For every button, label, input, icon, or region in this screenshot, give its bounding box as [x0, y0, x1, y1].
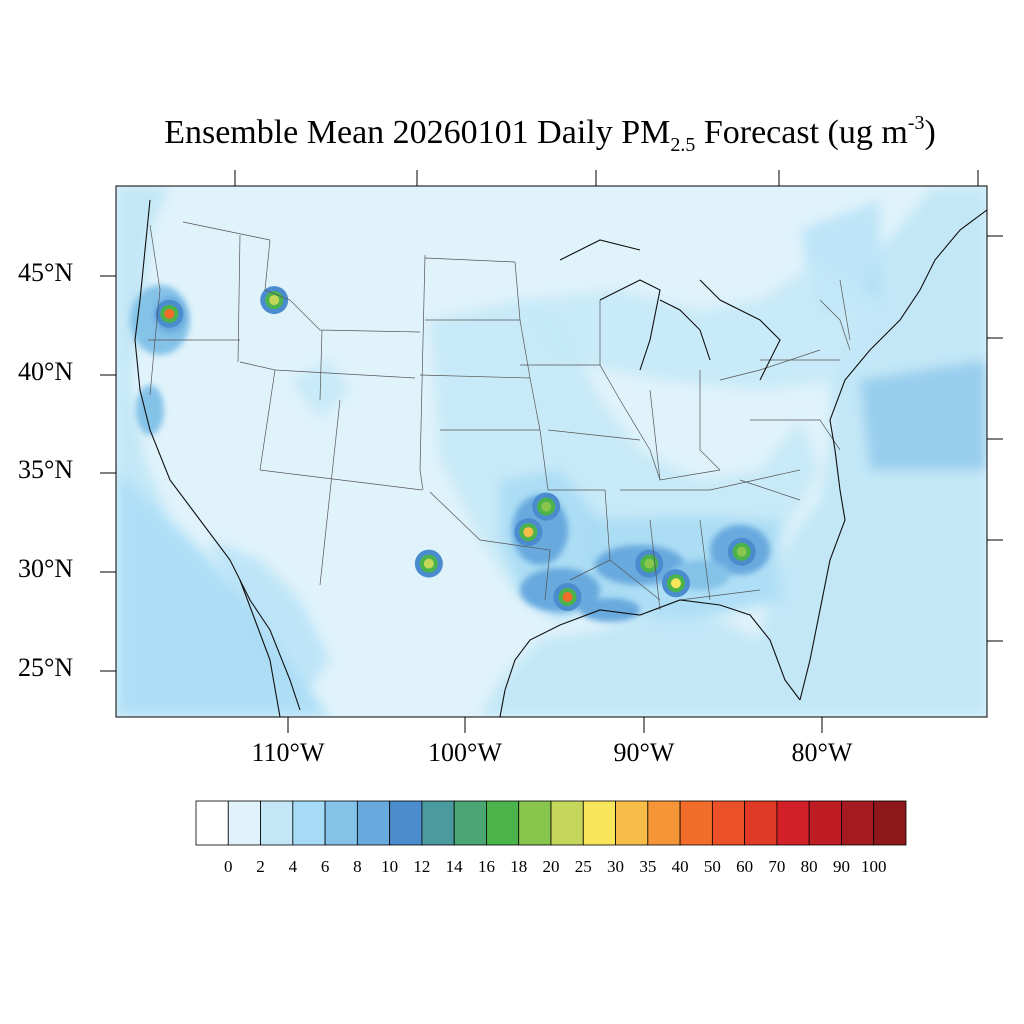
colorbar-label: 0 — [224, 857, 233, 876]
colorbar-label: 4 — [288, 857, 298, 876]
colorbar — [195, 800, 907, 846]
colorbar-label: 14 — [445, 857, 463, 876]
map-frame — [115, 185, 988, 718]
colorbar-box — [486, 800, 520, 846]
colorbar-box — [711, 800, 746, 846]
colorbar-box — [582, 800, 616, 846]
lat-label-25N: 25°N — [18, 653, 74, 682]
colorbar-label: 16 — [477, 857, 495, 876]
colorbar-label: 40 — [671, 857, 689, 876]
colorbar-box — [615, 800, 649, 846]
colorbar-box — [453, 800, 487, 846]
colorbar-label: 70 — [768, 857, 786, 876]
colorbar-box — [227, 800, 261, 846]
lat-label-40N: 40°N — [18, 357, 74, 386]
colorbar-label: 50 — [703, 857, 721, 876]
colorbar-box — [292, 800, 326, 846]
title-main: Ensemble Mean 20260101 Daily PM — [164, 114, 671, 151]
colorbar-label: 2 — [256, 857, 265, 876]
colorbar-box — [389, 800, 423, 846]
colorbar-label: 30 — [607, 857, 625, 876]
coastlines — [134, 199, 987, 717]
colorbar-label: 20 — [542, 857, 560, 876]
colorbar-label: 80 — [800, 857, 818, 876]
colorbar-label: 100 — [860, 857, 887, 876]
colorbar-box — [260, 800, 294, 846]
colorbar-label: 60 — [736, 857, 754, 876]
hotspot-ring — [736, 546, 747, 557]
hotspot-ring — [423, 558, 434, 569]
colorbar-label: 35 — [639, 857, 657, 876]
lat-label-30N: 30°N — [18, 554, 74, 583]
title-subscript: 2.5 — [670, 134, 696, 156]
colorbar-box — [324, 800, 358, 846]
colorbar-box — [679, 800, 713, 846]
colorbar-box — [195, 800, 229, 846]
colorbar-box — [873, 800, 907, 846]
colorbar-box — [550, 800, 584, 846]
colorbar-box — [744, 800, 778, 846]
title-middle: Forecast (ug m — [695, 114, 908, 151]
hotspot-layer — [155, 286, 756, 612]
state-boundaries — [148, 221, 851, 611]
title-superscript: -3 — [907, 112, 925, 134]
colorbar-box — [356, 800, 391, 846]
hotspot-ring — [269, 295, 280, 306]
colorbar-label: 12 — [413, 857, 431, 876]
lon-label-110W: 110°W — [251, 738, 325, 767]
hotspot-ring — [562, 592, 573, 603]
colorbar-label: 18 — [510, 857, 528, 876]
hotspot-ring — [164, 308, 175, 319]
colorbar-box — [841, 800, 875, 846]
colorbar-label: 8 — [353, 857, 362, 876]
hotspot-ring — [670, 578, 681, 589]
colorbar-box — [518, 800, 552, 846]
tick-marks — [100, 170, 1003, 733]
lon-label-90W: 90°W — [613, 738, 675, 767]
colorbar-label: 6 — [320, 857, 330, 876]
hotspot-ring — [541, 501, 552, 512]
colorbar-label: 90 — [832, 857, 850, 876]
colorbar-label: 10 — [381, 857, 399, 876]
colorbar-box — [776, 800, 810, 846]
map-title: Ensemble Mean 20260101 Daily PM2.5 Forec… — [0, 112, 1024, 157]
lon-label-100W: 100°W — [428, 738, 502, 767]
map-panel — [116, 186, 987, 717]
colorbar-box — [421, 800, 455, 846]
lon-label-80W: 80°W — [791, 738, 853, 767]
title-end: ) — [924, 114, 936, 151]
colorbar-box — [647, 800, 681, 846]
lat-label-35N: 35°N — [18, 455, 74, 484]
colorbar-label: 25 — [574, 857, 592, 876]
hotspot-ring — [644, 558, 655, 569]
lat-label-45N: 45°N — [18, 258, 74, 287]
hotspot-ring — [523, 527, 534, 538]
colorbar-box — [808, 800, 842, 846]
